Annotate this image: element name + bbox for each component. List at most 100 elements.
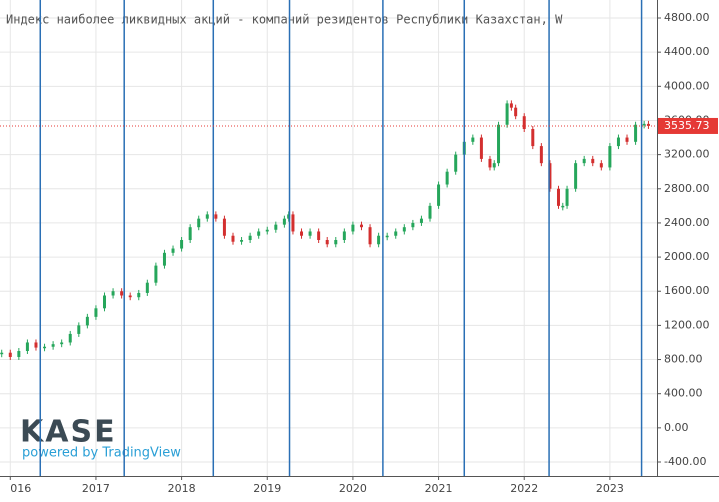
candle-body <box>548 163 552 189</box>
y-tick-label: 2800.00 <box>664 182 710 195</box>
candle-body <box>171 248 175 253</box>
candle-body <box>359 224 363 228</box>
price-label: 3535.73 <box>664 119 710 132</box>
candle-body <box>334 240 338 245</box>
candle-body <box>325 240 329 245</box>
y-tick-label: 1600.00 <box>664 284 710 297</box>
candle-body <box>154 265 158 283</box>
candle-body <box>287 214 291 219</box>
marks <box>0 100 650 360</box>
candle-body <box>205 214 209 219</box>
candle-body <box>197 218 201 228</box>
candle-body <box>411 222 415 228</box>
candle-body <box>231 235 235 242</box>
candle-body <box>282 218 286 225</box>
candle-body <box>531 129 535 147</box>
candle-body <box>428 205 432 219</box>
candle-body <box>402 227 406 232</box>
grid <box>0 0 657 476</box>
x-tick-label: 2018 <box>168 482 196 495</box>
candle-body <box>642 123 646 126</box>
candle-body <box>8 352 12 357</box>
candle-body <box>342 231 346 241</box>
x-tick-label: 2019 <box>253 482 281 495</box>
candle-body <box>509 103 513 108</box>
candle-body <box>419 218 423 223</box>
candle-body <box>162 252 166 266</box>
candle-body <box>539 146 543 164</box>
candle-body <box>522 116 526 130</box>
candle-body <box>85 316 89 326</box>
candle-body <box>317 231 321 241</box>
candle-body <box>497 124 501 164</box>
y-tick-label: 0.00 <box>664 421 689 434</box>
x-tick-label: 2023 <box>596 482 624 495</box>
candle-body <box>582 158 586 164</box>
candle-body <box>111 291 115 296</box>
candle-body <box>274 224 278 230</box>
candle-body <box>120 291 124 296</box>
candle-body <box>377 235 381 245</box>
x-tick-label: 016 <box>10 482 31 495</box>
y-tick-label: 4000.00 <box>664 79 710 92</box>
candle-body <box>222 218 226 236</box>
candle-body <box>180 240 184 249</box>
candle-body <box>492 163 496 168</box>
y-tick-label: 2400.00 <box>664 216 710 229</box>
candle-body <box>77 325 81 334</box>
candle-body <box>514 107 518 117</box>
candle-body <box>103 295 107 309</box>
candle-body <box>17 351 21 357</box>
candle-body <box>43 346 47 349</box>
x-tick-label: 2022 <box>510 482 538 495</box>
price-label-box <box>658 117 718 134</box>
candle-body <box>248 235 252 241</box>
candle-body <box>0 352 4 355</box>
candle-body <box>214 214 218 219</box>
candle-body <box>574 163 578 189</box>
y-tick-label: 400.00 <box>664 387 703 400</box>
x-tick-label: 2021 <box>425 482 453 495</box>
candle-body <box>505 103 509 125</box>
y-tick-label: 1200.00 <box>664 318 710 331</box>
candle-body <box>445 171 449 185</box>
candle-body <box>368 227 372 245</box>
candle-body <box>265 229 269 232</box>
credit[interactable]: powered by TradingView <box>22 446 181 461</box>
y-tick-label: 3200.00 <box>664 148 710 161</box>
candle-body <box>68 333 72 343</box>
candle-body <box>240 240 244 242</box>
x-tick-label: 2017 <box>82 482 110 495</box>
candle-body <box>300 231 304 236</box>
candle-body <box>257 231 261 236</box>
candle-body <box>308 231 312 236</box>
candle-body <box>561 205 565 208</box>
candle-body <box>471 137 475 142</box>
candle-body <box>454 154 458 172</box>
candle-body <box>556 188 560 206</box>
candle-body <box>608 146 612 168</box>
candle-body <box>646 123 650 126</box>
candle-body <box>291 214 295 232</box>
candle-body <box>394 231 398 236</box>
x-tick-label: 2020 <box>339 482 367 495</box>
candle-body <box>25 342 29 352</box>
candle-body <box>51 344 55 347</box>
y-tick-label: 4400.00 <box>664 45 710 58</box>
candle-body <box>599 163 603 168</box>
candle-body <box>94 308 98 317</box>
logo: KASE <box>20 415 117 450</box>
candle-body <box>351 224 355 232</box>
candle-body <box>385 235 389 238</box>
candle-body <box>565 188 569 206</box>
chart-title: Индекс наиболее ликвидных акций - компан… <box>6 13 563 27</box>
candle-body <box>60 342 64 345</box>
candle-body <box>188 227 192 241</box>
candle-body <box>437 184 441 206</box>
candle-body <box>634 124 638 142</box>
candle-body <box>128 295 132 298</box>
candle-body <box>137 292 141 298</box>
candle-body <box>34 342 38 348</box>
candle-body <box>145 282 149 293</box>
